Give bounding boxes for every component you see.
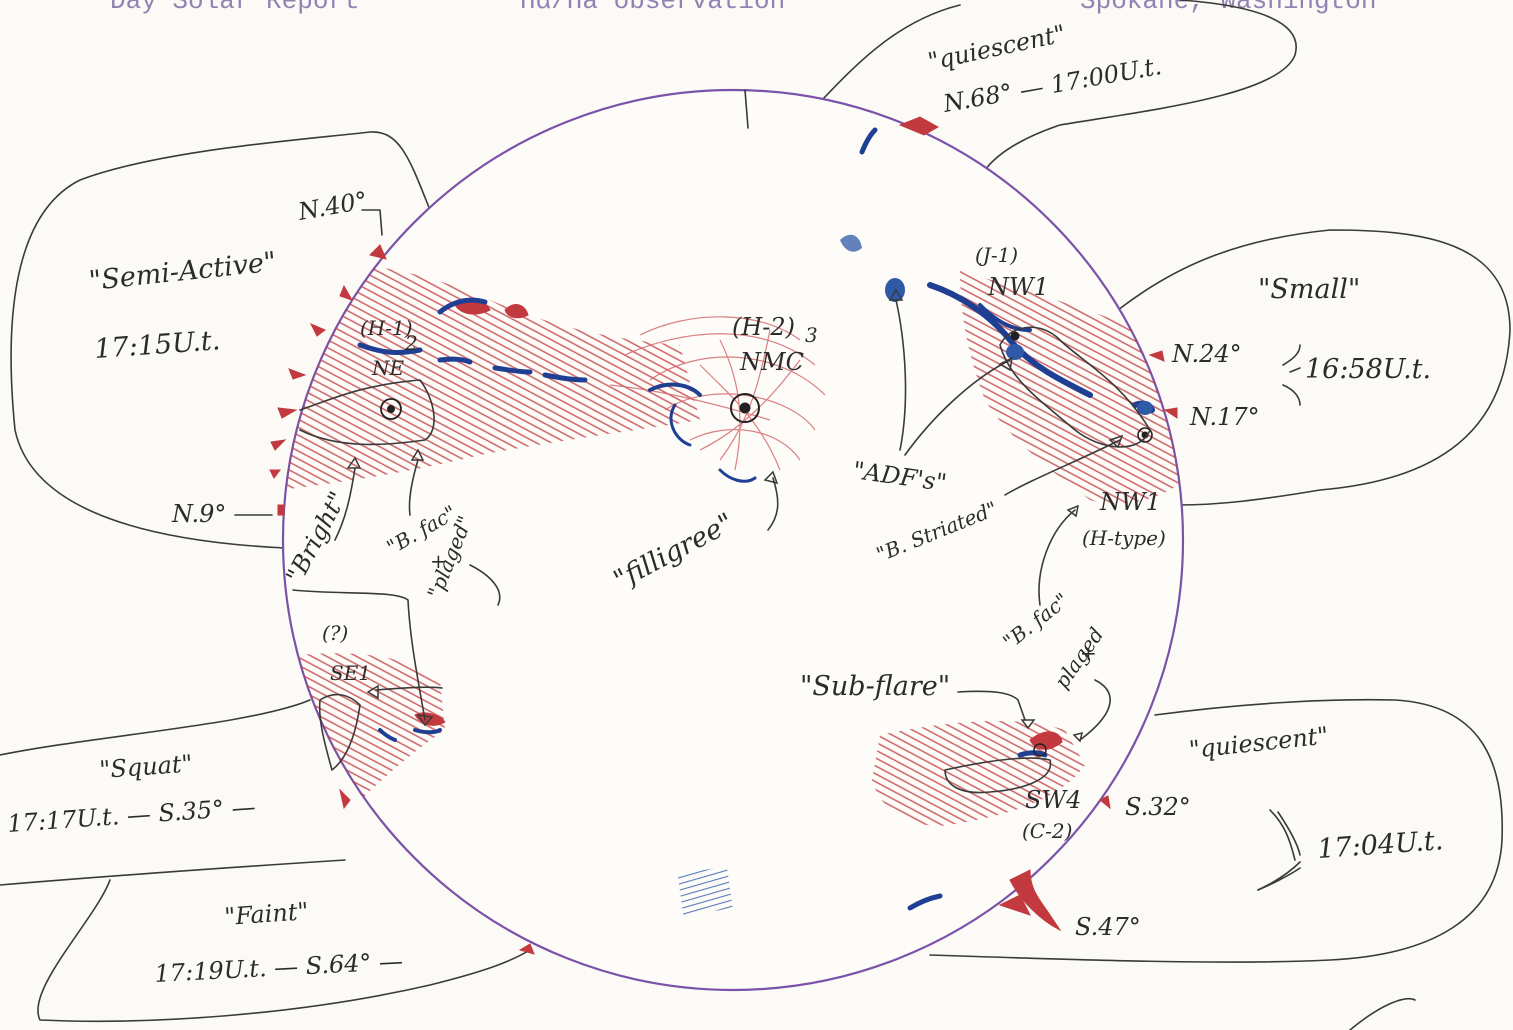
label-h2-sub: 3 <box>805 323 818 347</box>
stray-stroke <box>1349 998 1416 1030</box>
small-title: "Small" <box>1258 274 1360 305</box>
plage-sw4 <box>872 720 1085 826</box>
label-sw4: SW4 <box>1025 786 1081 814</box>
label-nw1-bottom: NW1 <box>1099 488 1161 516</box>
pointer-lines <box>292 89 1301 891</box>
label-ne: NE <box>371 356 405 380</box>
quiescent-north-title: "quiescent" <box>925 19 1068 75</box>
header-strip: Day Solar Report Hα/Ha observation Spoka… <box>110 0 1376 16</box>
label-sub-flare: "Sub-flare" <box>800 671 950 702</box>
balloon-faint <box>37 879 531 1023</box>
label-nmc: NMC <box>739 348 804 376</box>
small-lat1: N.24° <box>1171 340 1242 368</box>
label-question: (?) <box>322 621 348 645</box>
filament-hatch-south <box>677 866 733 916</box>
quiescent-south-time: 17:04U.t. <box>1316 825 1444 865</box>
quiescent-south-lat1: S.32° <box>1125 793 1191 821</box>
quiescent-south-lat2: S.47° <box>1075 913 1141 941</box>
squat-line: 17:17U.t. — S.35° — <box>6 793 256 838</box>
label-h-type: (H-type) <box>1082 526 1166 550</box>
label-h1-sub: 2 <box>404 331 418 355</box>
header-middle: Hα/Ha observation <box>520 0 785 16</box>
semi-active-time: 17:15U.t. <box>93 325 221 365</box>
semi-active-lat-bottom: N.9° <box>171 500 226 528</box>
sunspots <box>380 331 1153 757</box>
spot-ne <box>380 398 402 420</box>
header-right: Spokane, Washington <box>1080 0 1376 16</box>
balloon-squat <box>0 699 346 886</box>
label-plus-left: + <box>430 549 447 573</box>
faint-line: 17:19U.t. — S.64° — <box>154 947 404 988</box>
label-plus-right: + <box>1080 641 1097 665</box>
squat-title: "Squat" <box>98 750 193 784</box>
semi-active-title: "Semi-Active" <box>87 246 277 296</box>
faint-title: "Faint" <box>223 897 309 931</box>
balloon-small <box>1117 229 1511 506</box>
label-h2: (H-2) <box>732 313 795 341</box>
label-j1: (J-1) <box>975 243 1018 267</box>
arrow-heads <box>346 288 1124 743</box>
balloon-semi-active <box>10 131 431 549</box>
small-time: 16:58U.t. <box>1305 354 1431 385</box>
balloon-quiescent-north <box>821 0 1297 171</box>
header-left: Day Solar Report <box>110 0 360 16</box>
spot-sw4 <box>1033 743 1047 757</box>
quiescent-south-title: "quiescent" <box>1188 722 1330 764</box>
label-nw1-top: NW1 <box>987 273 1049 301</box>
semi-active-lat-top: N.40° <box>295 186 369 226</box>
plage-ne-band <box>283 260 700 490</box>
region-outlines <box>299 326 1151 794</box>
label-c2: (C-2) <box>1022 819 1072 843</box>
label-h1: (H-1) <box>360 316 413 340</box>
label-se: SE1 <box>330 661 371 685</box>
spot-nw-small <box>1010 331 1020 341</box>
small-lat2: N.17° <box>1189 403 1260 431</box>
spot-nmc <box>730 393 760 423</box>
limb-prominences <box>269 116 1178 955</box>
balloon-quiescent-south <box>929 698 1504 963</box>
